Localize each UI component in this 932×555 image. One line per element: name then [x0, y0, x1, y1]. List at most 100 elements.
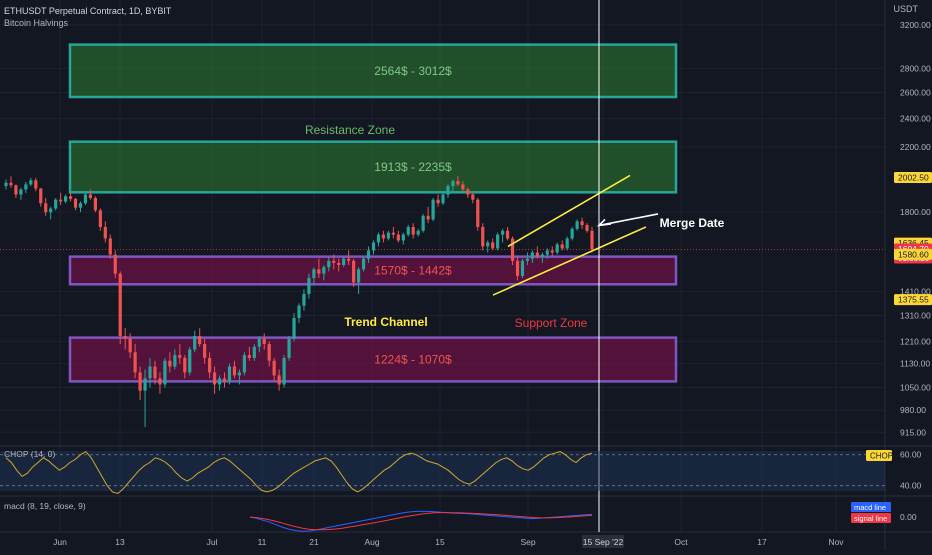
candle: [481, 226, 485, 247]
candle: [302, 293, 306, 306]
candle: [287, 338, 291, 358]
y-tick-label: 1210.00: [900, 336, 931, 346]
candle: [252, 346, 256, 358]
candle: [232, 366, 237, 376]
price-tag-label: 1636.45: [898, 238, 929, 248]
y-tick-label: 980.00: [900, 405, 926, 415]
candle: [208, 357, 212, 373]
candle: [337, 262, 341, 266]
macd-tick-label: 0.00: [900, 512, 917, 522]
candle: [24, 184, 28, 190]
candle: [54, 199, 58, 209]
candle: [4, 182, 8, 187]
candle: [386, 232, 390, 239]
candle: [163, 360, 167, 385]
candle: [411, 226, 415, 235]
indicator-name: Bitcoin Halvings: [4, 18, 69, 28]
price-tag-label: 1580.60: [898, 249, 929, 259]
candle: [188, 349, 192, 373]
candle: [466, 189, 470, 195]
candle: [371, 242, 376, 251]
candle: [292, 318, 296, 339]
candle: [575, 221, 579, 229]
candle: [63, 196, 68, 202]
candle: [525, 258, 530, 261]
chop-tick-label: 40.00: [900, 481, 922, 491]
candle: [446, 186, 450, 195]
candle: [113, 254, 117, 274]
chop-badge: [866, 450, 892, 461]
candle: [143, 378, 147, 391]
candle: [342, 258, 346, 266]
currency-label: USDT: [893, 4, 919, 14]
candle: [530, 252, 535, 259]
candle: [178, 355, 182, 358]
candle: [183, 357, 187, 373]
x-tick-label: 21: [309, 537, 319, 547]
x-tick-label: Jun: [53, 537, 67, 547]
price-tag-label: 2002.50: [898, 172, 929, 182]
candle: [267, 344, 271, 361]
chart-title: ETHUSDT Perpetual Contract, 1D, BYBIT: [4, 6, 172, 16]
candle: [78, 203, 83, 208]
candle: [535, 252, 539, 257]
candle: [34, 180, 38, 189]
candle: [29, 180, 33, 185]
y-tick-label: 1410.00: [900, 287, 931, 297]
candle: [356, 269, 361, 283]
candle: [222, 378, 227, 382]
x-tick-label: Jul: [207, 537, 218, 547]
support-zone-label: Support Zone: [515, 316, 588, 330]
y-tick-label: 1800.00: [900, 207, 931, 217]
y-tick-label: 1050.00: [900, 383, 931, 393]
candle: [312, 269, 316, 279]
candle: [436, 199, 440, 204]
candle: [471, 194, 475, 200]
candle: [237, 372, 242, 376]
price-tag: [894, 294, 932, 306]
candle: [198, 336, 202, 345]
candle: [168, 360, 172, 367]
y-tick-label: 2800.00: [900, 63, 931, 73]
candle: [461, 184, 465, 190]
candle: [486, 242, 490, 247]
candle: [153, 366, 157, 379]
merge-arrow-head: [596, 218, 612, 227]
candle: [476, 199, 480, 227]
candle: [550, 250, 554, 253]
candle: [540, 254, 544, 257]
candle: [456, 181, 460, 185]
candle: [88, 194, 93, 198]
candle: [68, 196, 73, 199]
candle: [352, 260, 356, 283]
chop-line: [5, 450, 593, 495]
candle: [108, 238, 112, 255]
x-tick-label: Nov: [828, 537, 844, 547]
macd-legend-swatch: [851, 513, 891, 523]
trend-channel-zone-label: 1570$ - 1442$: [374, 263, 452, 277]
candle: [515, 260, 520, 276]
y-tick-label: 2400.00: [900, 114, 931, 124]
candle: [391, 232, 395, 235]
candle: [93, 197, 97, 211]
candle: [451, 181, 455, 187]
candle: [133, 352, 137, 373]
candle: [118, 273, 122, 337]
x-tick-label: 13: [115, 537, 125, 547]
candle: [347, 258, 351, 261]
candle: [585, 225, 589, 231]
candle: [193, 336, 197, 350]
candle: [366, 250, 371, 259]
candle: [496, 234, 500, 249]
price-tag: [894, 171, 932, 183]
signal-line: [249, 512, 593, 531]
trend-line-upper: [507, 174, 631, 248]
macd-line: [249, 510, 593, 532]
candle: [317, 269, 321, 274]
resistance-zone-low: [68, 140, 678, 194]
candle: [590, 230, 594, 250]
candle: [560, 244, 564, 249]
candle: [580, 221, 584, 226]
candle: [217, 378, 222, 385]
